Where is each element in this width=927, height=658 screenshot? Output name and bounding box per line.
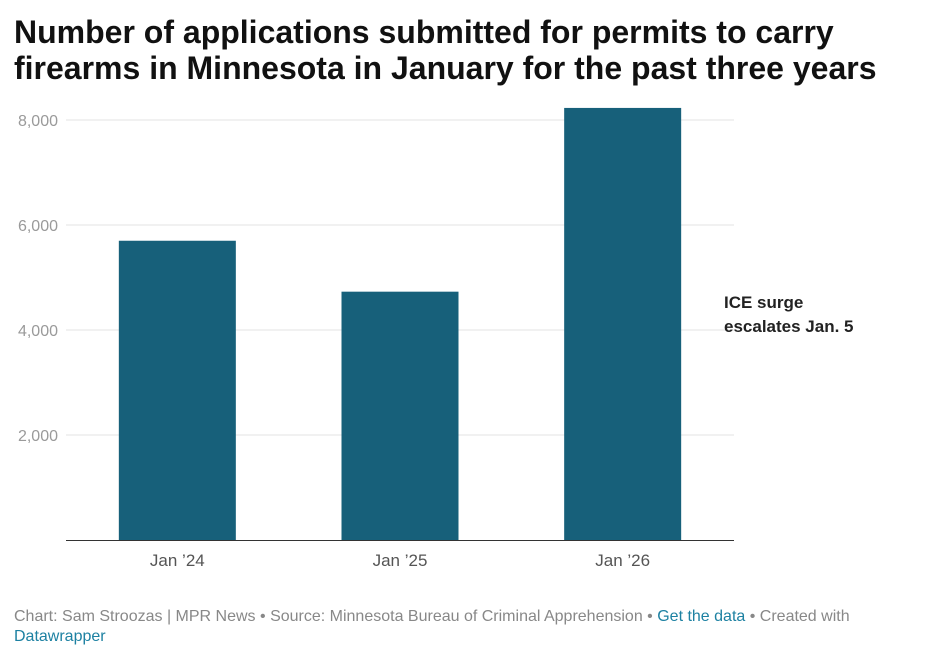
y-axis-ticks: 2,000 4,000 6,000 8,000 [18,113,58,445]
created-with-text: Created with [759,608,850,625]
chart-credit: Chart: Sam Stroozas | MPR News [14,608,256,625]
y-tick-label: 8,000 [18,113,58,130]
bar [118,240,236,540]
annotation: ICE surge escalates Jan. 5 [724,293,853,336]
y-tick-label: 2,000 [18,428,58,445]
x-tick-label: Jan ’25 [373,551,428,570]
y-tick-label: 6,000 [18,218,58,235]
separator: • [642,608,658,625]
y-tick-label: 4,000 [18,323,58,340]
chart-title: Number of applications submitted for per… [14,14,877,86]
bar [564,107,682,541]
x-tick-label: Jan ’26 [595,551,650,570]
chart-footer: Chart: Sam Stroozas | MPR News • Source:… [14,607,894,647]
x-tick-label: Jan ’24 [150,551,205,570]
annotation-line: escalates Jan. 5 [724,317,853,336]
bars [118,107,682,541]
source-text: Source: Minnesota Bureau of Criminal App… [270,608,643,625]
x-axis-ticks: Jan ’24 Jan ’25 Jan ’26 [150,551,650,570]
separator: • [255,608,271,625]
bar [341,291,459,540]
get-the-data-link[interactable]: Get the data [657,608,746,625]
datawrapper-link[interactable]: Datawrapper [14,628,106,645]
separator: • [745,608,760,625]
annotation-line: ICE surge [724,293,803,312]
